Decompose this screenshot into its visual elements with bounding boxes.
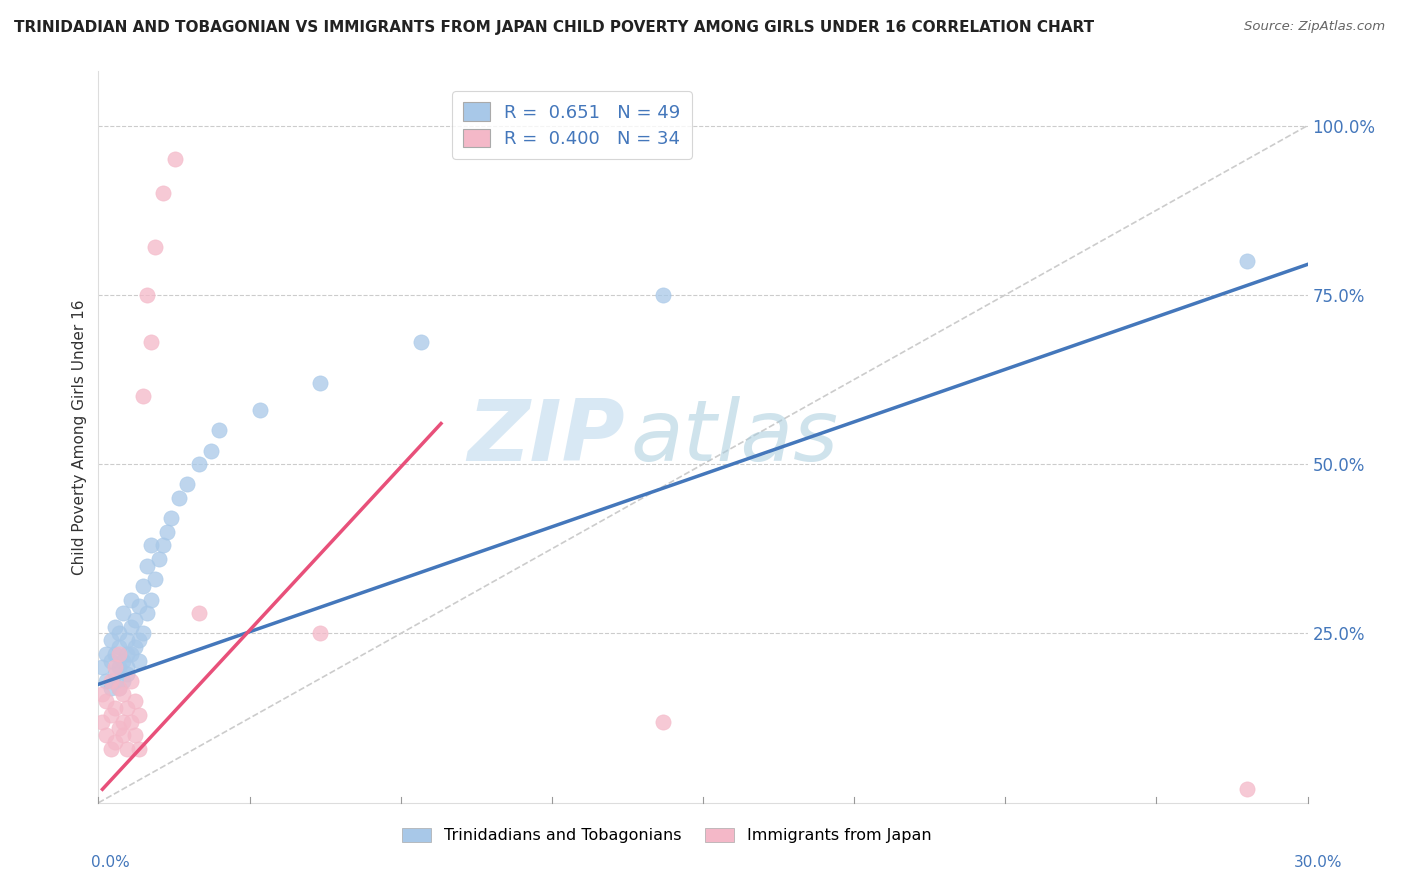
Point [107,681,129,695]
Point [651,288,673,302]
Point [96,647,118,661]
Point [115,701,138,715]
Point [120,673,142,688]
Text: Source: ZipAtlas.com: Source: ZipAtlas.com [1244,20,1385,33]
Point [188,606,211,620]
Point [132,389,155,403]
Point [132,579,155,593]
Point [124,728,146,742]
Point [135,558,157,573]
Point [128,741,150,756]
Point [111,673,134,688]
Point [111,728,134,742]
Point [188,457,211,471]
Point [124,613,146,627]
Point [96,728,118,742]
Point [139,335,162,350]
Point [249,403,271,417]
Point [651,714,673,729]
Point [156,524,179,539]
Point [128,707,150,722]
Point [107,660,129,674]
Point [103,667,125,681]
Point [128,633,150,648]
Point [91,688,114,702]
Point [111,714,134,729]
Text: 0.0%: 0.0% [91,855,131,870]
Point [143,240,166,254]
Text: atlas: atlas [630,395,838,479]
Point [143,572,166,586]
Text: TRINIDADIAN AND TOBAGONIAN VS IMMIGRANTS FROM JAPAN CHILD POVERTY AMONG GIRLS UN: TRINIDADIAN AND TOBAGONIAN VS IMMIGRANTS… [14,20,1094,35]
Point [1236,782,1258,797]
Point [91,660,114,674]
Point [128,654,150,668]
Point [128,599,150,614]
Point [111,688,134,702]
Text: ZIP: ZIP [467,395,624,479]
Point [107,647,129,661]
Point [115,741,138,756]
Point [139,592,162,607]
Point [120,620,142,634]
Point [100,707,122,722]
Point [152,538,174,552]
Point [409,335,432,350]
Point [103,647,125,661]
Point [100,741,122,756]
Point [120,714,142,729]
Point [115,647,138,661]
Point [115,633,138,648]
Point [167,491,190,505]
Point [107,626,129,640]
Point [103,735,125,749]
Text: 30.0%: 30.0% [1295,855,1343,870]
Point [309,626,332,640]
Point [124,640,146,654]
Point [115,667,138,681]
Point [103,660,125,674]
Point [132,626,155,640]
Point [120,647,142,661]
Point [148,552,170,566]
Point [120,592,142,607]
Point [200,443,222,458]
Point [135,606,157,620]
Point [1236,254,1258,268]
Point [103,701,125,715]
Point [100,633,122,648]
Point [100,673,122,688]
Point [152,186,174,201]
Point [100,681,122,695]
Point [96,694,118,708]
Point [107,721,129,735]
Point [176,477,198,491]
Point [111,606,134,620]
Y-axis label: Child Poverty Among Girls Under 16: Child Poverty Among Girls Under 16 [72,300,87,574]
Point [124,694,146,708]
Point [160,511,183,525]
Point [91,714,114,729]
Point [96,673,118,688]
Point [107,681,129,695]
Point [135,288,157,302]
Point [100,654,122,668]
Point [139,538,162,552]
Point [208,423,231,437]
Legend: R =  0.651   N = 49, R =  0.400   N = 34: R = 0.651 N = 49, R = 0.400 N = 34 [453,91,692,159]
Point [309,376,332,390]
Point [103,620,125,634]
Point [107,640,129,654]
Point [115,660,138,674]
Point [163,153,186,167]
Point [111,654,134,668]
